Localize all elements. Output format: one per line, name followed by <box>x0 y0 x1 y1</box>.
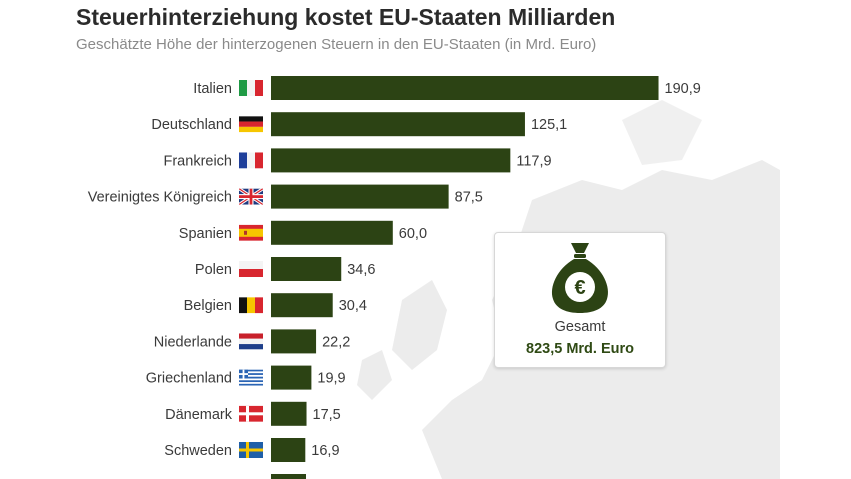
bar-niederlande <box>271 329 317 354</box>
flag-se-icon <box>239 442 263 458</box>
flag-fr-icon <box>239 152 263 169</box>
bar-italien <box>271 76 659 100</box>
flag-dk-icon <box>239 405 263 422</box>
flag-pl-icon <box>239 261 263 277</box>
flag-es-icon <box>239 224 263 241</box>
category-label-belgien: Belgien <box>184 298 232 314</box>
bar-schweden <box>271 438 306 462</box>
category-label-spanien: Spanien <box>179 226 232 242</box>
category-label-daenemark: Dänemark <box>165 407 233 423</box>
total-value: 823,5 Mrd. Euro <box>526 341 634 357</box>
chart-card: Steuerhinterziehung kostet EU-Staaten Mi… <box>62 0 780 479</box>
flag-it-icon <box>239 80 263 96</box>
value-label-niederlande: 22,2 <box>322 334 350 350</box>
money-bag-euro-icon: € <box>551 243 609 313</box>
chart-title: Steuerhinterziehung kostet EU-Staaten Mi… <box>76 4 616 30</box>
value-label-daenemark: 17,5 <box>313 407 341 423</box>
bar-vereinigtes-koenigreich <box>271 184 449 209</box>
value-label-italien: 190,9 <box>665 81 701 97</box>
flag-nl-icon <box>239 333 263 350</box>
category-label-deutschland: Deutschland <box>151 117 232 133</box>
category-label-polen: Polen <box>195 262 232 278</box>
bar-belgien <box>271 293 333 318</box>
bar-griechenland <box>271 365 312 390</box>
bar-partial-next <box>271 474 306 479</box>
total-label: Gesamt <box>554 319 606 335</box>
flag-gr-icon <box>239 369 263 386</box>
value-label-griechenland: 19,9 <box>317 371 345 387</box>
bar-daenemark <box>271 401 307 426</box>
category-label-griechenland: Griechenland <box>146 371 232 387</box>
flag-de-icon <box>239 116 263 133</box>
value-label-deutschland: 125,1 <box>531 117 567 133</box>
bar-spanien <box>271 220 393 245</box>
value-label-polen: 34,6 <box>347 262 375 278</box>
flag-gb-icon <box>239 188 263 205</box>
flag-be-icon <box>239 297 263 314</box>
value-label-belgien: 30,4 <box>339 298 367 314</box>
bar-polen <box>271 257 342 281</box>
value-label-vereinigtes-koenigreich: 87,5 <box>455 190 483 206</box>
category-label-niederlande: Niederlande <box>154 334 232 350</box>
category-label-italien: Italien <box>193 81 232 97</box>
bar-deutschland <box>271 112 525 137</box>
category-label-frankreich: Frankreich <box>164 153 233 169</box>
bar-chart: Italien 190,9 Deutschland 125,1 Frankreich 11… <box>88 76 701 479</box>
chart-subtitle: Geschätzte Höhe der hinterzogenen Steuer… <box>76 36 597 53</box>
category-label-vereinigtes-koenigreich: Vereinigtes Königreich <box>88 190 232 206</box>
total-summary-box: € Gesamt 823,5 Mrd. Euro <box>494 232 666 368</box>
svg-text:€: € <box>574 277 585 299</box>
category-label-schweden: Schweden <box>164 443 232 459</box>
value-label-schweden: 16,9 <box>311 443 339 459</box>
bar-frankreich <box>271 148 511 173</box>
value-label-spanien: 60,0 <box>399 226 427 242</box>
value-label-frankreich: 117,9 <box>516 153 551 169</box>
